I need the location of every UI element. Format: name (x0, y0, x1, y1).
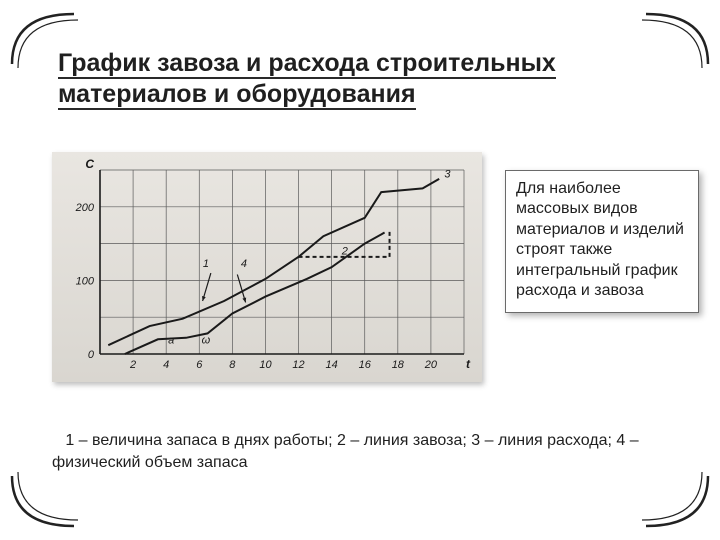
svg-text:2: 2 (341, 246, 348, 258)
svg-text:ω: ω (202, 335, 211, 347)
svg-text:8: 8 (229, 359, 236, 371)
svg-text:2: 2 (129, 359, 136, 371)
info-text: Для наиболее массовых видов материалов и… (516, 180, 684, 299)
svg-text:0: 0 (88, 349, 95, 361)
svg-text:4: 4 (241, 258, 247, 270)
info-box: Для наиболее массовых видов материалов и… (505, 170, 699, 313)
svg-text:C: C (85, 157, 94, 171)
supply-consumption-chart: 0100200C2468101214161820t1423aω (52, 152, 482, 382)
svg-text:20: 20 (424, 359, 438, 371)
svg-text:16: 16 (359, 359, 372, 371)
chart-container: 0100200C2468101214161820t1423aω (52, 152, 482, 382)
legend-caption: 1 – величина запаса в днях работы; 2 – л… (52, 430, 652, 473)
svg-text:100: 100 (76, 275, 95, 287)
svg-text:a: a (168, 335, 174, 347)
svg-text:6: 6 (196, 359, 203, 371)
svg-text:12: 12 (292, 359, 304, 371)
svg-text:14: 14 (326, 359, 338, 371)
svg-text:3: 3 (444, 168, 451, 180)
svg-text:10: 10 (259, 359, 272, 371)
svg-text:t: t (466, 357, 471, 371)
svg-text:18: 18 (392, 359, 405, 371)
slide-title: График завоза и расхода строительных мат… (58, 48, 648, 111)
svg-text:200: 200 (75, 202, 95, 214)
svg-text:4: 4 (163, 359, 169, 371)
svg-text:1: 1 (203, 258, 209, 270)
